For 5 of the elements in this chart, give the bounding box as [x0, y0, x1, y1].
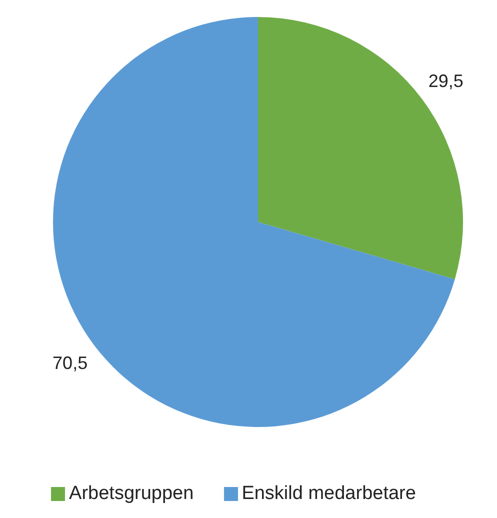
legend-label: Arbetsgruppen — [69, 483, 194, 504]
pie-slice — [258, 17, 463, 280]
legend-label: Enskild medarbetare — [242, 483, 416, 504]
data-label: 29,5 — [428, 70, 464, 91]
data-label: 70,5 — [52, 353, 88, 374]
